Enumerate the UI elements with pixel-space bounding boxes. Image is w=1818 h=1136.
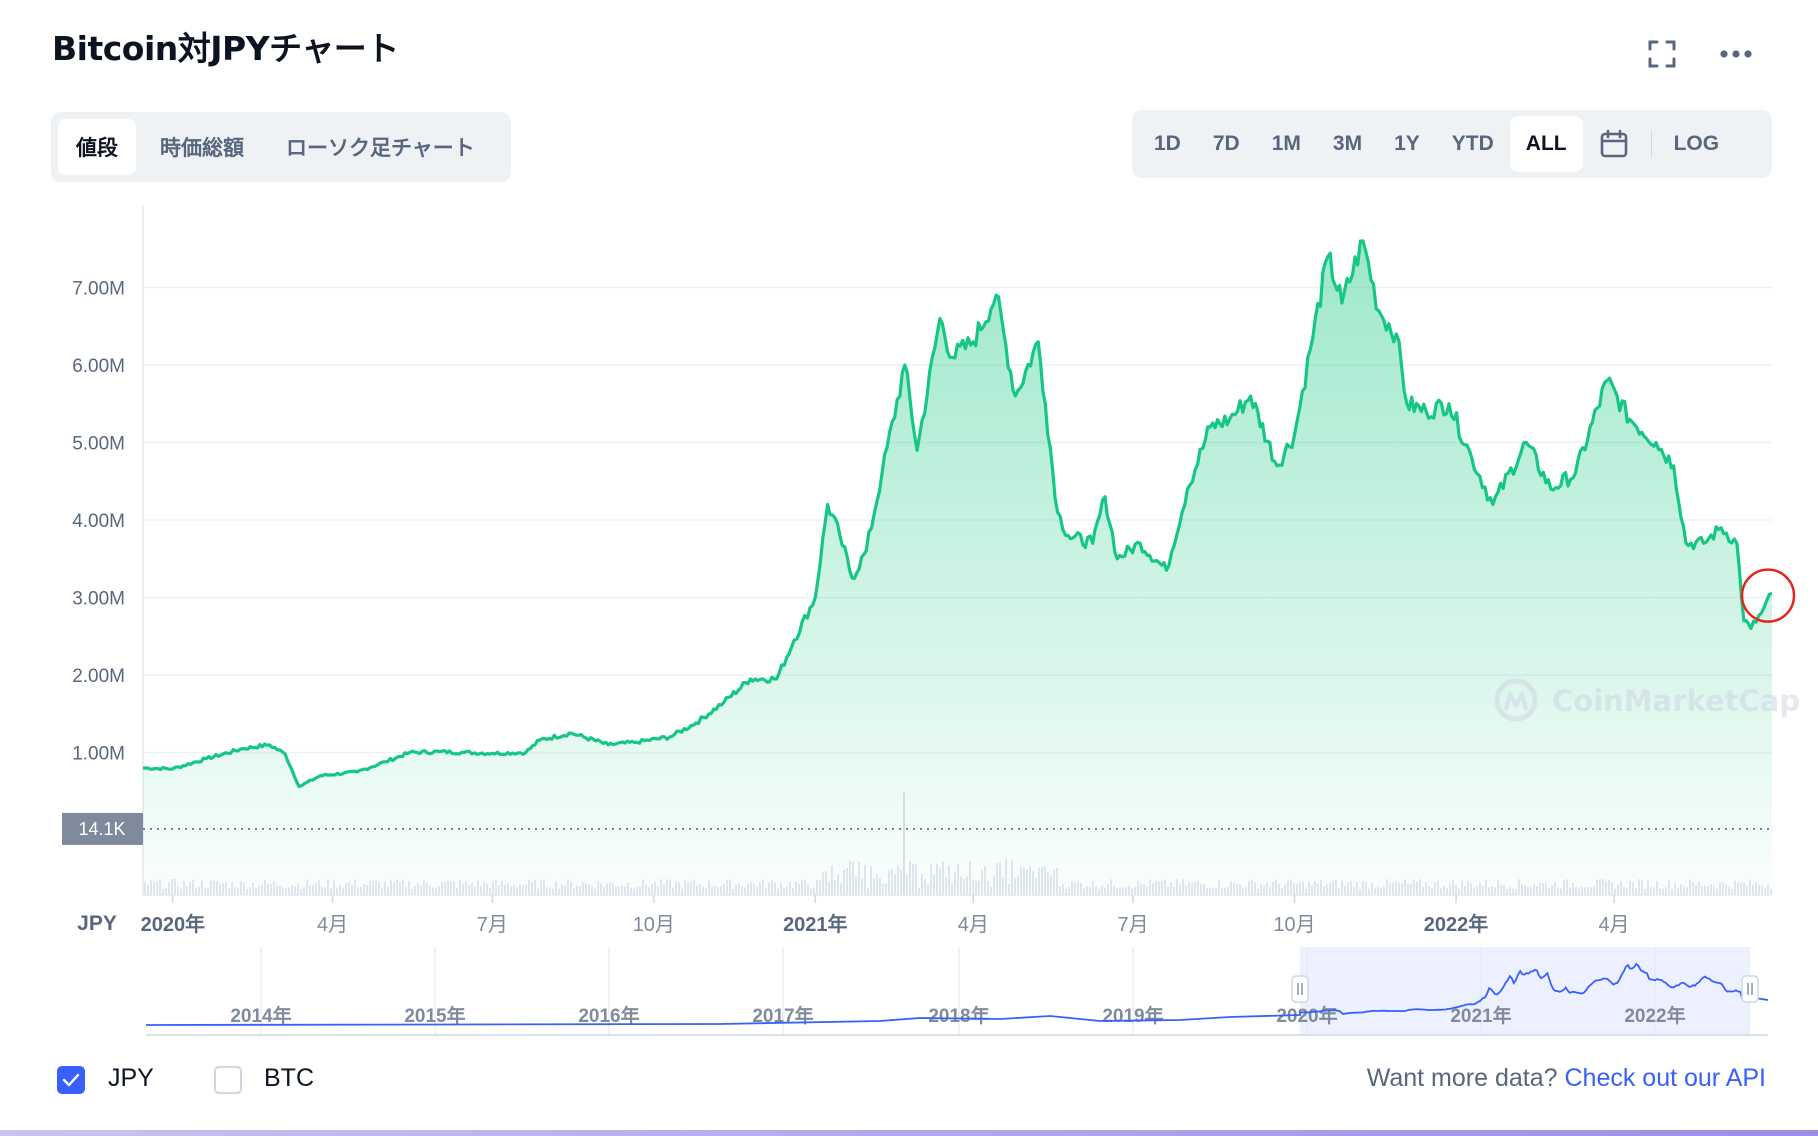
tab-price[interactable]: 値段 <box>58 119 136 175</box>
btc-checkbox[interactable] <box>214 1066 242 1094</box>
navigator-year-label: 2015年 <box>404 1004 465 1027</box>
bottom-accent-bar <box>0 1130 1818 1136</box>
fullscreen-icon-glyph <box>1648 40 1676 68</box>
price-area-fill <box>143 241 1772 895</box>
log-scale-button[interactable]: LOG <box>1673 132 1720 155</box>
fullscreen-icon[interactable] <box>1642 36 1682 72</box>
range-all-button[interactable]: ALL <box>1509 116 1583 172</box>
range-1d-button[interactable]: 1D <box>1154 132 1181 155</box>
y-tick-label: 2.00M <box>72 666 125 687</box>
x-tick-label: 2020年 <box>141 912 206 936</box>
x-tick-label: 10月 <box>1273 914 1315 936</box>
watermark: CoinMarketCap <box>1494 678 1800 722</box>
navigator-year-label: 2019年 <box>1102 1004 1163 1027</box>
check-icon <box>62 1073 80 1087</box>
x-tick-label: 2022年 <box>1424 912 1489 936</box>
x-tick-label: 4月 <box>1598 914 1629 936</box>
x-axis-unit-label: JPY <box>77 912 117 935</box>
highlight-circle <box>1740 568 1796 623</box>
navigator-year-label: 2018年 <box>928 1004 989 1027</box>
jpy-checkbox[interactable] <box>57 1066 85 1094</box>
y-tick-label: 7.00M <box>72 279 125 300</box>
time-range-selector: 1D 7D 1M 3M 1Y YTD ALL LOG <box>1132 110 1772 178</box>
range-1m-button[interactable]: 1M <box>1271 132 1301 155</box>
navigator-year-label: 2017年 <box>752 1004 813 1027</box>
chart-type-tabs: 値段 時価総額 ローソク足チャート <box>51 112 511 182</box>
x-tick-label: 7月 <box>477 914 508 936</box>
jpy-label[interactable]: JPY <box>108 1064 154 1092</box>
y-tick-label: 1.00M <box>72 744 125 765</box>
x-axis: 2020年 4月 7月 10月 2021年 4月 7月 10月 2022年 4月 <box>141 894 1772 936</box>
price-line <box>142 239 1773 789</box>
x-tick-label: 4月 <box>317 914 348 936</box>
calendar-icon-glyph <box>1600 129 1627 158</box>
navigator-year-label: 2014年 <box>230 1004 291 1027</box>
navigator-year-label: 2021年 <box>1450 1004 1511 1027</box>
range-7d-button[interactable]: 7D <box>1212 132 1240 155</box>
navigator-left-handle[interactable] <box>1291 975 1309 1003</box>
x-tick-label: 7月 <box>1117 914 1148 936</box>
tab-market-cap[interactable]: 時価総額 <box>160 136 244 160</box>
range-navigator[interactable]: 2014年 2015年 2016年 2017年 2018年 2019年 2020年 2021年… <box>145 947 1769 1036</box>
y-tick-label: 5.00M <box>72 434 125 455</box>
y-tick-label: 4.00M <box>72 511 125 532</box>
range-3m-button[interactable]: 3M <box>1332 132 1363 155</box>
tab-candlestick[interactable]: ローソク足チャート <box>286 136 475 160</box>
range-1y-button[interactable]: 1Y <box>1394 132 1420 155</box>
highlight-ring <box>1740 568 1796 623</box>
price-chart[interactable]: 1.00M 2.00M 3.00M 4.00M 5.00M 6.00M 7.00M 2020… <box>0 0 1818 1100</box>
btc-label[interactable]: BTC <box>264 1064 314 1092</box>
range-ytd-button[interactable]: YTD <box>1451 132 1494 155</box>
x-tick-label: 10月 <box>633 914 675 936</box>
page-title: Bitcoin対JPYチャート <box>52 29 399 68</box>
api-prefix: Want more data? <box>1366 1064 1558 1092</box>
more-horizontal-icon[interactable] <box>1716 36 1756 72</box>
navigator-year-label: 2022年 <box>1624 1004 1685 1027</box>
current-price-label: 14.1K <box>78 819 125 839</box>
y-tick-label: 3.00M <box>72 589 125 610</box>
calendar-icon[interactable] <box>1583 116 1645 172</box>
navigator-right-handle[interactable] <box>1741 975 1759 1003</box>
watermark-text: CoinMarketCap <box>1552 684 1800 718</box>
api-promo: Want more data? Check out our API <box>1367 1064 1766 1093</box>
y-axis: 1.00M 2.00M 3.00M 4.00M 5.00M 6.00M 7.00M <box>72 279 125 765</box>
navigator-selection <box>1300 947 1750 1035</box>
range-divider <box>1650 131 1652 157</box>
more-dots-glyph <box>1720 50 1752 58</box>
navigator-year-label: 2020年 <box>1276 1004 1337 1027</box>
navigator-year-label: 2016年 <box>578 1004 639 1027</box>
api-link[interactable]: Check out our API <box>1564 1064 1766 1092</box>
navigator-line <box>145 962 1769 1026</box>
y-tick-label: 6.00M <box>72 356 125 377</box>
x-tick-label: 4月 <box>958 914 989 936</box>
x-tick-label: 2021年 <box>783 912 848 936</box>
current-price-marker: 14.1K <box>62 812 1772 845</box>
